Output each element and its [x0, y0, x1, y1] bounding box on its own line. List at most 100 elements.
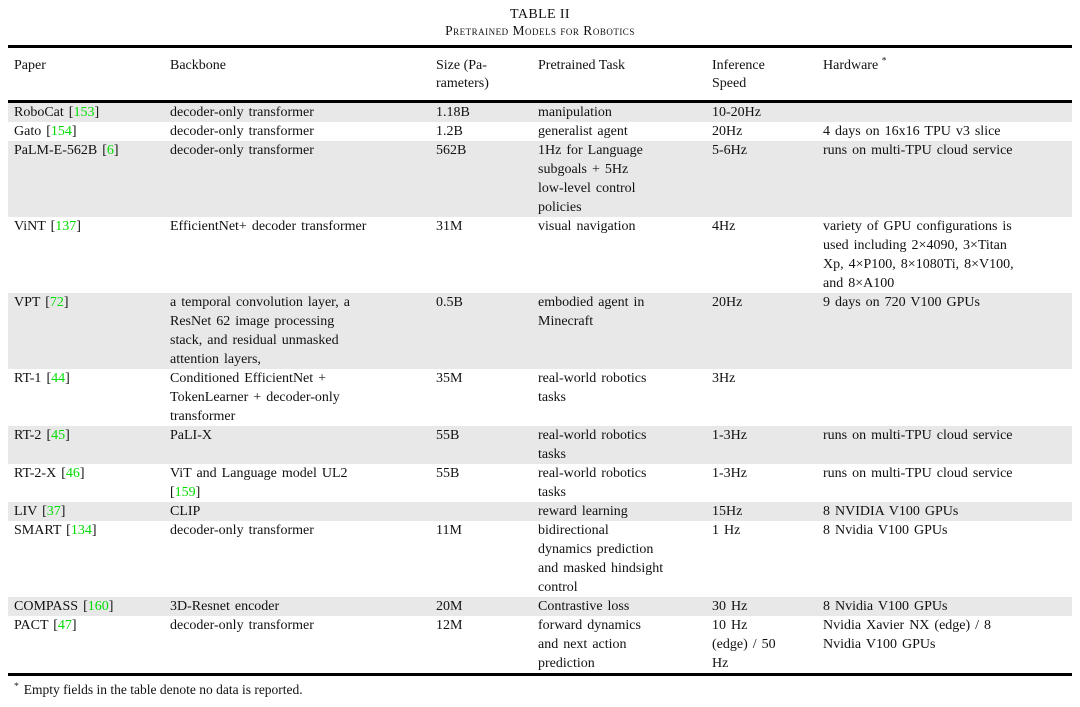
- backbone-cell: decoder-only transformer: [170, 124, 314, 139]
- task-cell: manipulation: [538, 105, 612, 120]
- paper-cell: VPT [72]: [14, 295, 69, 310]
- citation-link[interactable]: 153: [73, 105, 95, 120]
- citation-link[interactable]: 37: [46, 504, 61, 519]
- backbone-cell: decoder-only transformer: [170, 523, 314, 538]
- task-cell: reward learning: [538, 504, 628, 519]
- hardware-cell: variety of GPU configurations is used in…: [823, 219, 1014, 291]
- backbone-cell: 3D-Resnet encoder: [170, 599, 280, 614]
- citation-link[interactable]: 134: [70, 523, 92, 538]
- task-cell: visual navigation: [538, 219, 636, 234]
- size-cell: 20M: [436, 599, 463, 614]
- speed-cell: 10-20Hz: [712, 105, 761, 120]
- header-row: Paper Backbone Size (Pa- rameters) Pretrain…: [8, 46, 1072, 103]
- paper-cell: LIV [37]: [14, 504, 66, 519]
- backbone-cell: EfficientNet+ decoder transformer: [170, 219, 367, 234]
- citation-link[interactable]: 160: [87, 599, 109, 614]
- speed-cell: 20Hz: [712, 295, 743, 310]
- table-row: COMPASS [160] 3D-Resnet encoder 20M Contras…: [8, 597, 1072, 616]
- speed-cell: 4Hz: [712, 219, 736, 234]
- size-cell: 1.2B: [436, 124, 463, 139]
- hardware-cell: 8 Nvidia V100 GPUs: [823, 523, 948, 538]
- size-cell: [436, 502, 538, 521]
- paper-cell: PACT [47]: [14, 618, 77, 633]
- table-subtitle: Pretrained Models for Robotics: [445, 23, 635, 38]
- table-row: Gato [154] decoder-only transformer 1.2B ge…: [8, 122, 1072, 141]
- footnote-marker: *: [14, 681, 19, 692]
- backbone-cell: a temporal convolution layer, a ResNet 6…: [170, 295, 350, 367]
- paper-cell: RT-2 [45]: [14, 428, 70, 443]
- speed-cell: 1 Hz: [712, 523, 741, 538]
- task-cell: real-world robotics tasks: [538, 371, 647, 405]
- task-cell: generalist agent: [538, 124, 628, 139]
- table-title: TABLE II: [509, 7, 570, 22]
- paper-cell: RT-1 [44]: [14, 371, 70, 386]
- hardware-cell: runs on multi-TPU cloud service: [823, 143, 1013, 158]
- table-row: VPT [72] a temporal convolution layer, a …: [8, 293, 1072, 369]
- citation-link[interactable]: 46: [65, 466, 80, 481]
- paper-cell: PaLM-E-562B [6]: [14, 143, 119, 158]
- hardware-cell: [823, 369, 1072, 426]
- paper-cell: COMPASS [160]: [14, 599, 114, 614]
- backbone-cell: decoder-only transformer: [170, 105, 314, 120]
- speed-cell: 1-3Hz: [712, 466, 747, 481]
- citation-link[interactable]: 44: [51, 371, 66, 386]
- size-cell: 11M: [436, 523, 462, 538]
- speed-cell: 1-3Hz: [712, 428, 747, 443]
- table-row: RT-2 [45] PaLI-X 55B real-world robotics ta…: [8, 426, 1072, 464]
- task-cell: bidirectional dynamics prediction and ma…: [538, 523, 664, 595]
- backbone-cell: PaLI-X: [170, 428, 212, 443]
- pretrained-models-table: Paper Backbone Size (Pa- rameters) Pretrain…: [8, 45, 1072, 676]
- hardware-cell: Nvidia Xavier NX (edge) / 8 Nvidia V100 …: [823, 618, 992, 652]
- column-header: Size (Pa- rameters): [436, 46, 538, 103]
- speed-cell: 10 Hz (edge) / 50 Hz: [712, 618, 776, 671]
- task-cell: Contrastive loss: [538, 599, 630, 614]
- hardware-cell: 9 days on 720 V100 GPUs: [823, 295, 980, 310]
- citation-link[interactable]: 47: [57, 618, 72, 633]
- backbone-cell: ViT and Language model UL2 [159]: [170, 466, 348, 500]
- paper-cell: RT-2-X [46]: [14, 466, 85, 481]
- citation-link[interactable]: 6: [106, 143, 114, 158]
- column-header: Inference Speed: [712, 46, 823, 103]
- table-row: SMART [134] decoder-only transformer 11M bi…: [8, 521, 1072, 597]
- speed-cell: 20Hz: [712, 124, 743, 139]
- citation-link[interactable]: 72: [49, 295, 64, 310]
- citation-link[interactable]: 154: [50, 124, 72, 139]
- size-cell: 35M: [436, 371, 463, 386]
- paper-cell: Gato [154]: [14, 124, 77, 139]
- size-cell: 12M: [436, 618, 463, 633]
- size-cell: 55B: [436, 428, 460, 443]
- table-row: RT-1 [44] Conditioned EfficientNet + Toke…: [8, 369, 1072, 426]
- table-row: RT-2-X [46] ViT and Language model UL2 [1…: [8, 464, 1072, 502]
- size-cell: 1.18B: [436, 105, 470, 120]
- backbone-cell: CLIP: [170, 504, 201, 519]
- paper-cell: SMART [134]: [14, 523, 97, 538]
- hardware-cell: 8 Nvidia V100 GPUs: [823, 599, 948, 614]
- task-cell: embodied agent in Minecraft: [538, 295, 645, 329]
- column-header: Pretrained Task: [538, 46, 712, 103]
- speed-cell: 30 Hz: [712, 599, 748, 614]
- table-row: PACT [47] decoder-only transformer 12M forw…: [8, 616, 1072, 675]
- table-row: PaLM-E-562B [6] decoder-only transformer 5…: [8, 141, 1072, 217]
- size-cell: 31M: [436, 219, 463, 234]
- table-row: LIV [37] CLIP reward learning 15Hz 8 NVIDIA …: [8, 502, 1072, 521]
- citation-link[interactable]: 159: [174, 485, 196, 500]
- citation-link[interactable]: 45: [51, 428, 66, 443]
- task-cell: real-world robotics tasks: [538, 466, 647, 500]
- hardware-cell: 8 NVIDIA V100 GPUs: [823, 504, 959, 519]
- speed-cell: 5-6Hz: [712, 143, 747, 158]
- citation-link[interactable]: 137: [55, 219, 77, 234]
- task-cell: 1Hz for Language subgoals + 5Hz low-leve…: [538, 143, 643, 215]
- size-cell: 0.5B: [436, 295, 463, 310]
- task-cell: real-world robotics tasks: [538, 428, 647, 462]
- hardware-cell: 4 days on 16x16 TPU v3 slice: [823, 124, 1001, 139]
- backbone-cell: Conditioned EfficientNet + TokenLearner …: [170, 371, 340, 424]
- hardware-cell: runs on multi-TPU cloud service: [823, 428, 1013, 443]
- size-cell: 55B: [436, 466, 460, 481]
- column-header: Backbone: [170, 46, 436, 103]
- hardware-cell: [823, 102, 1072, 123]
- size-cell: 562B: [436, 143, 467, 158]
- hardware-footnote-marker-icon: *: [881, 56, 887, 67]
- speed-cell: 15Hz: [712, 504, 743, 519]
- task-cell: forward dynamics and next action predict…: [538, 618, 641, 671]
- backbone-cell: decoder-only transformer: [170, 618, 314, 633]
